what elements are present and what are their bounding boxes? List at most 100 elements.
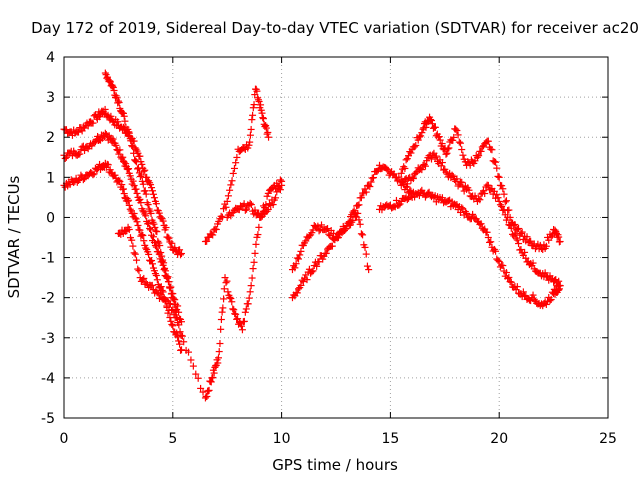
- data-point-night-lower: [458, 204, 466, 212]
- data-point-midday-cluster: [264, 205, 272, 213]
- data-point-night-upper: [452, 125, 460, 133]
- data-point-midday-cluster: [207, 378, 215, 386]
- data-point-night-middle: [417, 165, 425, 173]
- data-point-early-steep-branch: [166, 283, 174, 291]
- data-point-night-upper: [495, 173, 503, 181]
- data-point-early-steep-branch: [114, 97, 122, 105]
- data-point-afternoon-branch-b: [251, 206, 259, 214]
- x-tick-label: 15: [381, 431, 399, 447]
- data-point-night-middle: [493, 191, 501, 199]
- data-point-night-middle: [515, 240, 523, 248]
- data-point-midday-cluster: [245, 294, 253, 302]
- data-point-early-steep-branch: [133, 158, 141, 166]
- data-point-afternoon-branch-a: [232, 159, 240, 167]
- data-point-track-lower: [125, 201, 133, 209]
- data-point-night-lower: [507, 278, 515, 286]
- data-point-evening-low: [338, 229, 346, 237]
- data-point-afternoon-branch-a: [223, 197, 231, 205]
- data-point-track-upper: [152, 200, 160, 208]
- data-point-track-lower: [126, 205, 134, 213]
- data-point-track-lower: [134, 221, 142, 229]
- data-point-night-upper: [457, 139, 465, 147]
- data-point-track-middle: [76, 150, 84, 158]
- data-point-early-steep-branch: [162, 267, 170, 275]
- data-point-track-lower: [167, 317, 175, 325]
- data-point-night-upper: [551, 226, 559, 234]
- data-point-track-middle: [109, 135, 117, 143]
- data-point-track-lower: [158, 286, 166, 294]
- data-point-afternoon-branch-b: [240, 200, 248, 208]
- data-point-afternoon-branch-b: [258, 209, 266, 217]
- data-point-night-upper: [403, 155, 411, 163]
- data-point-night-upper: [484, 137, 492, 145]
- y-tick-label: -3: [41, 331, 55, 347]
- data-point-night-lower: [542, 300, 550, 308]
- data-point-midday-cluster: [133, 256, 141, 264]
- data-point-early-steep-branch: [168, 294, 176, 302]
- data-point-afternoon-branch-b: [278, 177, 286, 185]
- data-point-early-steep-branch: [121, 117, 129, 125]
- data-point-night-middle: [412, 169, 420, 177]
- data-point-night-upper: [553, 229, 561, 237]
- data-point-evening-rise: [369, 174, 377, 182]
- data-point-track-middle: [174, 302, 182, 310]
- data-point-night-upper: [397, 169, 405, 177]
- data-point-track-lower: [174, 333, 182, 341]
- data-point-track-lower: [148, 260, 156, 268]
- data-point-evening-rise: [322, 225, 330, 233]
- data-point-evening-rise: [354, 201, 362, 209]
- data-point-track-upper: [177, 251, 185, 259]
- data-point-afternoon-branch-a: [253, 87, 261, 95]
- data-point-early-steep-branch: [106, 77, 114, 85]
- data-point-night-lower: [395, 201, 403, 209]
- data-point-night-upper: [431, 123, 439, 131]
- data-point-midday-cluster: [140, 274, 148, 282]
- data-point-midday-cluster: [134, 265, 142, 273]
- data-point-night-upper: [402, 156, 410, 164]
- data-point-midday-cluster: [201, 394, 209, 402]
- data-point-track-lower: [124, 197, 132, 205]
- data-point-afternoon-branch-a: [224, 192, 232, 200]
- data-point-night-middle: [507, 224, 515, 232]
- data-point-midday-cluster: [248, 274, 256, 282]
- data-point-track-upper: [165, 234, 173, 242]
- data-point-evening-low: [355, 216, 363, 224]
- data-point-midday-cluster: [244, 300, 252, 308]
- data-point-night-upper: [542, 242, 550, 250]
- data-point-night-middle: [418, 166, 426, 174]
- data-point-night-upper: [527, 237, 535, 245]
- data-point-track-middle: [137, 199, 145, 207]
- data-point-midday-cluster: [177, 331, 185, 339]
- data-point-early-steep-branch: [129, 143, 137, 151]
- data-point-evening-low: [319, 255, 327, 263]
- data-point-afternoon-branch-a: [212, 225, 220, 233]
- data-point-midday-cluster: [209, 374, 217, 382]
- data-point-night-lower: [425, 188, 433, 196]
- data-point-night-middle: [494, 194, 502, 202]
- data-point-midday-cluster: [139, 276, 147, 284]
- data-point-night-middle: [432, 152, 440, 160]
- data-point-track-lower: [168, 320, 176, 328]
- data-point-midday-cluster: [255, 223, 263, 231]
- data-point-midday-cluster: [131, 250, 139, 258]
- data-point-night-upper: [490, 158, 498, 166]
- data-point-night-middle: [511, 230, 519, 238]
- data-point-early-steep-branch: [136, 173, 144, 181]
- data-point-track-middle: [145, 219, 153, 227]
- data-point-midday-cluster: [229, 305, 237, 313]
- data-point-midday-cluster: [236, 319, 244, 327]
- data-point-night-middle: [428, 155, 436, 163]
- data-point-track-middle: [112, 141, 120, 149]
- data-point-night-upper: [555, 233, 563, 241]
- data-point-track-upper: [164, 233, 172, 241]
- data-point-afternoon-branch-a: [227, 181, 235, 189]
- data-point-evening-low: [322, 249, 330, 257]
- data-point-evening-rise: [355, 201, 363, 209]
- data-point-afternoon-branch-a: [209, 231, 217, 239]
- data-point-night-lower: [546, 297, 554, 305]
- data-point-track-lower: [152, 271, 160, 279]
- data-point-track-middle: [129, 177, 137, 185]
- data-point-midday-cluster: [251, 249, 259, 257]
- data-point-night-middle: [453, 175, 461, 183]
- data-point-track-lower: [136, 226, 144, 234]
